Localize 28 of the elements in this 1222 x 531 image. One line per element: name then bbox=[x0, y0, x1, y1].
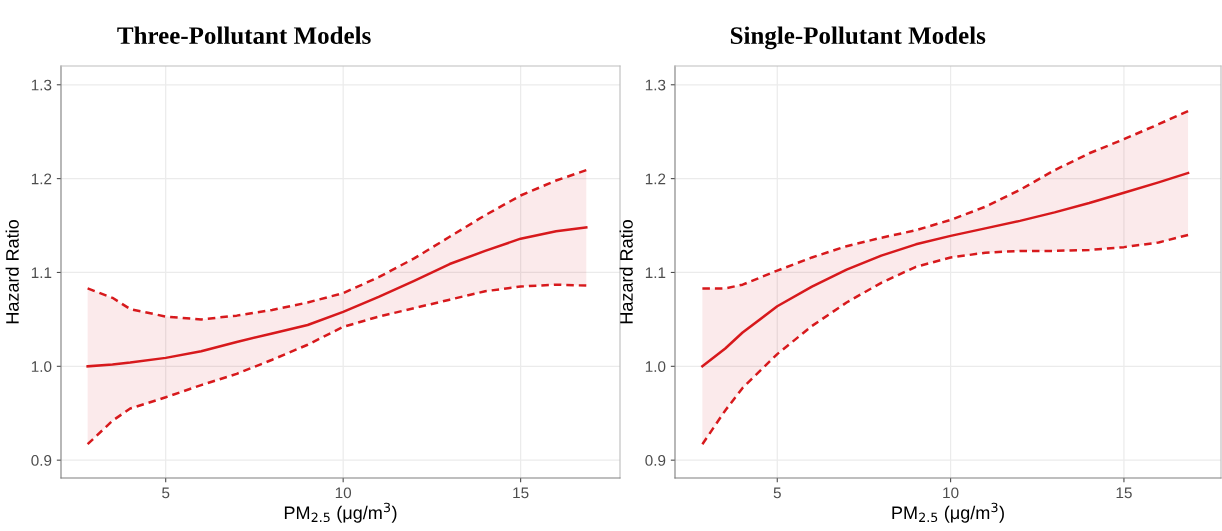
chart-title: Single-Pollutant Models bbox=[730, 26, 986, 50]
x-tick-label: 5 bbox=[773, 487, 781, 499]
y-tick-label: 1.1 bbox=[31, 267, 52, 279]
y-tick-label: 1.3 bbox=[645, 79, 666, 91]
y-axis-title: Hazard Ratio bbox=[5, 220, 19, 324]
x-axis-title: PM$_{2.5}$ (μg/m$^{3}$) bbox=[284, 502, 397, 523]
y-tick-label: 1.3 bbox=[31, 79, 52, 91]
y-tick-label: 1.1 bbox=[645, 267, 666, 279]
chart-title: Three-Pollutant Models bbox=[117, 26, 371, 45]
line-series bbox=[86, 283, 588, 446]
x-tick-label: 5 bbox=[162, 487, 170, 499]
x-tick-label: 10 bbox=[335, 487, 352, 499]
x-tick-label: 15 bbox=[1116, 487, 1132, 499]
x-tick-label: 15 bbox=[513, 487, 529, 499]
y-tick-label: 1.2 bbox=[645, 173, 666, 185]
line-series bbox=[701, 171, 1190, 368]
y-tick-label: 1.2 bbox=[31, 173, 52, 185]
line-series bbox=[701, 109, 1190, 290]
x-tick-label: 10 bbox=[943, 487, 959, 499]
y-tick-label: 0.9 bbox=[645, 455, 666, 466]
y-tick-label: 1.0 bbox=[31, 361, 52, 373]
line-series bbox=[86, 226, 588, 368]
line-series bbox=[86, 168, 588, 321]
y-tick-label: 0.9 bbox=[31, 455, 52, 466]
y-tick-label: 1.0 bbox=[645, 361, 666, 373]
x-axis-title: PM$_{2.5}$ (μg/m$^{3}$) bbox=[892, 502, 1004, 523]
line-series bbox=[701, 233, 1190, 446]
y-axis-title: Hazard Ratio bbox=[619, 220, 633, 324]
